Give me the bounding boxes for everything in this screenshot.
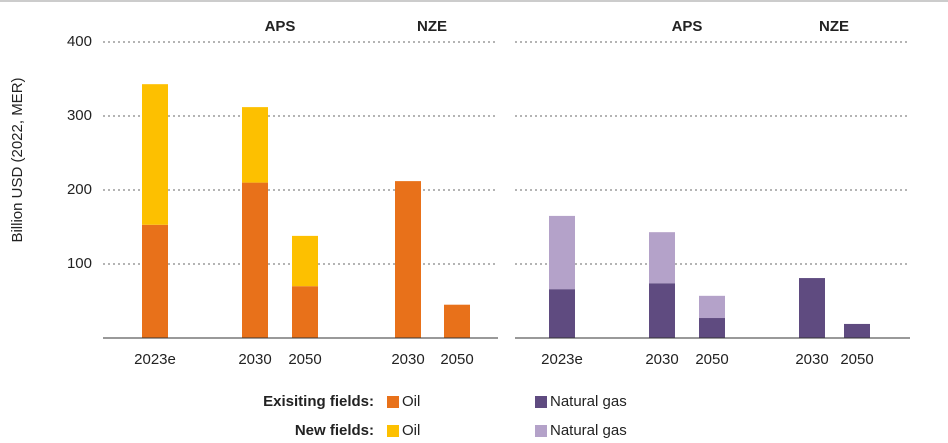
- bar-segment: [549, 215, 575, 290]
- legend-row-label: New fields:: [295, 422, 374, 439]
- bar-segment: [699, 295, 725, 319]
- bar-segment: [699, 318, 725, 338]
- x-tick-label: 2030: [645, 351, 678, 368]
- bar-segment: [799, 278, 825, 338]
- x-tick-label: 2050: [440, 351, 473, 368]
- bar-segment: [142, 84, 168, 225]
- bar-segment: [142, 224, 168, 338]
- bar-segment: [242, 107, 268, 183]
- y-tick-label: 100: [67, 255, 92, 272]
- y-tick-label: 300: [67, 107, 92, 124]
- legend-label: Natural gas: [550, 393, 627, 410]
- bar-segment: [444, 304, 470, 338]
- legend-label: Oil: [402, 393, 420, 410]
- x-tick-label: 2030: [795, 351, 828, 368]
- bar-segment: [649, 232, 675, 284]
- legend-swatch: [387, 396, 399, 408]
- x-tick-label: 2030: [238, 351, 271, 368]
- bar-segment: [395, 181, 421, 338]
- bar-segment: [242, 182, 268, 338]
- x-tick-label: 2023e: [134, 351, 176, 368]
- group-label: NZE: [417, 18, 447, 35]
- group-label: APS: [672, 18, 703, 35]
- x-tick-label: 2050: [288, 351, 321, 368]
- legend-swatch: [535, 425, 547, 437]
- bar-segment: [549, 289, 575, 338]
- legend-label: Oil: [402, 422, 420, 439]
- x-tick-label: 2030: [391, 351, 424, 368]
- y-tick-label: 400: [67, 33, 92, 50]
- legend-label: Natural gas: [550, 422, 627, 439]
- y-axis-label: Billion USD (2022, MER): [9, 77, 26, 242]
- legend-row-label: Exisiting fields:: [263, 393, 374, 410]
- bar-segment: [292, 235, 318, 287]
- x-tick-label: 2050: [695, 351, 728, 368]
- bar-segment: [292, 286, 318, 338]
- x-tick-label: 2050: [840, 351, 873, 368]
- group-label: NZE: [819, 18, 849, 35]
- group-label: APS: [265, 18, 296, 35]
- y-tick-label: 200: [67, 181, 92, 198]
- bar-segment: [649, 283, 675, 338]
- bar-segment: [844, 323, 870, 338]
- legend-swatch: [387, 425, 399, 437]
- x-tick-label: 2023e: [541, 351, 583, 368]
- legend-swatch: [535, 396, 547, 408]
